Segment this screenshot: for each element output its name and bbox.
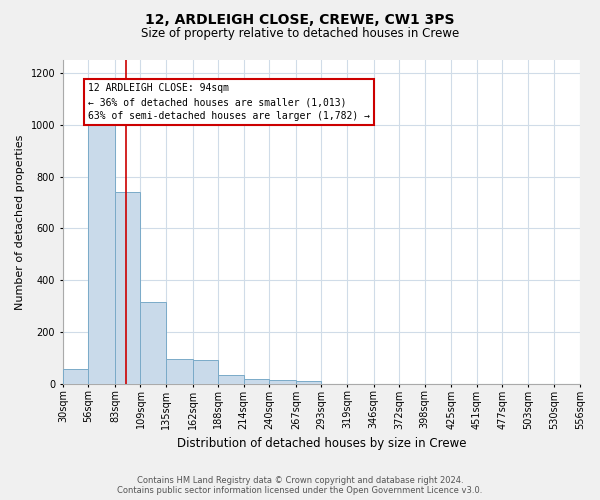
Bar <box>63 369 88 384</box>
Bar <box>296 381 322 384</box>
Text: 12, ARDLEIGH CLOSE, CREWE, CW1 3PS: 12, ARDLEIGH CLOSE, CREWE, CW1 3PS <box>145 12 455 26</box>
Text: Contains HM Land Registry data © Crown copyright and database right 2024.
Contai: Contains HM Land Registry data © Crown c… <box>118 476 482 495</box>
Bar <box>166 359 193 384</box>
Bar <box>269 380 296 384</box>
Text: Size of property relative to detached houses in Crewe: Size of property relative to detached ho… <box>141 28 459 40</box>
Bar <box>218 374 244 384</box>
Text: 12 ARDLEIGH CLOSE: 94sqm
← 36% of detached houses are smaller (1,013)
63% of sem: 12 ARDLEIGH CLOSE: 94sqm ← 36% of detach… <box>88 84 370 122</box>
Bar <box>140 302 166 384</box>
X-axis label: Distribution of detached houses by size in Crewe: Distribution of detached houses by size … <box>176 437 466 450</box>
Bar <box>244 378 269 384</box>
Bar <box>115 192 140 384</box>
Bar <box>193 360 218 384</box>
Y-axis label: Number of detached properties: Number of detached properties <box>15 134 25 310</box>
Bar <box>88 124 115 384</box>
